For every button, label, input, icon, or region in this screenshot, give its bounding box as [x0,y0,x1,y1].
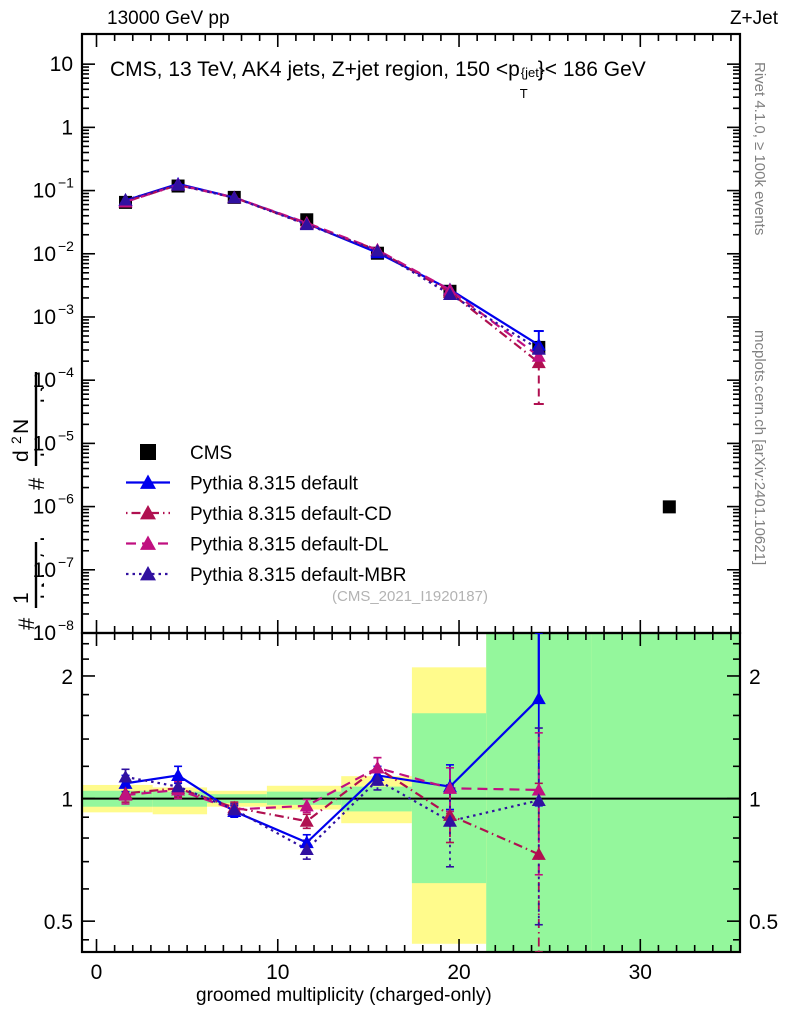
main-y-axis-label: # 1 d N / d p T # d 2 N d p T d λ [0,34,44,634]
svg-text:10: 10 [33,243,56,266]
svg-text:10: 10 [50,53,73,76]
svg-text:10: 10 [33,432,56,455]
svg-text:d N: d N [38,573,44,606]
legend-label-1: Pythia 8.315 default [190,474,359,495]
svg-text:0: 0 [91,961,103,984]
svg-text:#: # [14,617,39,630]
main-panel-title-superscript: {jet} [520,65,544,80]
svg-text:10: 10 [33,180,56,203]
mcplots-reference-label: mcplots.cern.ch [arXiv:2401.10621] [751,330,768,566]
svg-text:2: 2 [61,666,73,689]
analysis-id-watermark: (CMS_2021_I1920187) [332,588,488,605]
legend-entry-1[interactable]: Pythia 8.315 default [126,474,359,495]
main-panel-title-text: CMS, 13 TeV, AK4 jets, Z+jet region, 150… [110,58,520,81]
svg-text:10: 10 [33,369,56,392]
header-left-beam-label: 13000 GeV pp [107,8,230,29]
svg-text:−7: −7 [58,554,74,570]
legend-entry-0[interactable]: CMS [140,443,232,464]
rivet-version-label: Rivet 4.1.0, ≥ 100k events [751,62,768,236]
svg-text:−2: −2 [58,238,74,254]
x-axis-title: groomed multiplicity (charged-only) [196,985,492,1006]
legend-entry-3[interactable]: Pythia 8.315 default-DL [126,535,389,556]
svg-text:1: 1 [10,592,33,604]
svg-text:10: 10 [33,306,56,329]
legend[interactable]: CMS Pythia 8.315 default Pythia 8.315 defa… [126,443,407,586]
main-panel-title-tail: }< 186 GeV [537,58,646,81]
svg-text:1: 1 [61,789,73,812]
svg-text:d p: d p [38,435,44,464]
main-panel-series [118,176,676,514]
svg-text:1: 1 [749,789,761,812]
svg-text:0.5: 0.5 [749,911,778,934]
svg-text:−8: −8 [58,617,74,633]
legend-label-4: Pythia 8.315 default-MBR [190,565,407,586]
ratio-y-axis-label: Ratio to CMS [14,690,38,890]
svg-text:10: 10 [33,622,56,645]
legend-label-3: Pythia 8.315 default-DL [190,535,389,556]
svg-text:−6: −6 [58,491,74,507]
legend-label-2: Pythia 8.315 default-CD [190,504,392,525]
legend-label-0: CMS [190,443,232,464]
panel-frames [80,32,742,954]
header-right-process-label: Z+Jet [729,8,778,29]
svg-text:−1: −1 [58,175,74,191]
svg-text:#: # [24,477,44,490]
svg-text:10: 10 [33,496,56,519]
svg-text:2: 2 [749,666,761,689]
svg-text:30: 30 [629,961,652,984]
svg-text:d: d [10,450,33,462]
legend-entry-2[interactable]: Pythia 8.315 default-CD [126,504,392,525]
svg-text:−3: −3 [58,301,74,317]
svg-text:10: 10 [266,961,289,984]
svg-text:N: N [10,419,33,434]
axis-ticks [82,34,740,952]
svg-text:0.5: 0.5 [44,911,73,934]
svg-text:d λ: d λ [38,381,44,410]
legend-entry-4[interactable]: Pythia 8.315 default-MBR [126,565,407,586]
svg-text:1: 1 [61,116,73,139]
svg-text:10: 10 [33,559,56,582]
ratio-panel-series [82,633,740,952]
main-panel-title-subscript: T [519,86,528,101]
svg-text:−5: −5 [58,427,74,443]
svg-text:20: 20 [447,961,470,984]
svg-text:/ d p: / d p [38,519,44,560]
svg-text:2: 2 [8,436,24,444]
svg-text:−4: −4 [58,364,74,380]
main-panel-title: CMS, 13 TeV, AK4 jets, Z+jet region, 150… [110,58,646,101]
